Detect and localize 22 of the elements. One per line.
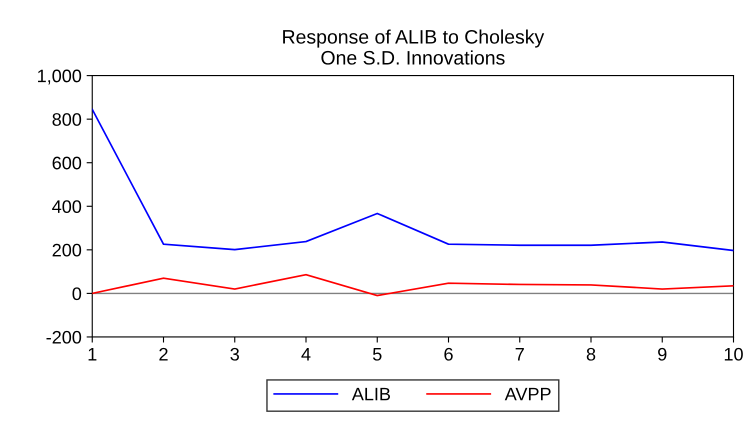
x-tick-label: 10 — [724, 348, 743, 361]
line-series — [92, 274, 734, 296]
y-tick-label: -200 — [46, 330, 82, 344]
y-tick-label: 1,000 — [38, 70, 82, 84]
x-tick-label: 5 — [372, 348, 382, 361]
legend-label: AVPP — [504, 388, 551, 400]
line-series — [92, 108, 734, 252]
chart-title: Response of ALIB to Cholesky One S.D. Innovations — [283, 29, 544, 65]
x-tick-label: 2 — [159, 348, 168, 360]
y-tick-label: 200 — [52, 244, 82, 257]
y-tick-label: 800 — [52, 113, 82, 126]
y-tick-label: 0 — [72, 287, 82, 300]
x-tick-label: 9 — [658, 348, 666, 361]
x-tick-label: 1 — [88, 348, 96, 360]
y-tick-label: 600 — [52, 156, 82, 170]
x-tick-label: 3 — [230, 348, 239, 361]
x-tick-label: 6 — [444, 348, 453, 361]
x-tick-label: 8 — [586, 348, 596, 361]
y-tick-label: 400 — [52, 200, 82, 213]
x-tick-label: 7 — [516, 348, 524, 360]
x-tick-label: 4 — [301, 348, 310, 360]
legend-label: ALIB — [352, 388, 390, 400]
